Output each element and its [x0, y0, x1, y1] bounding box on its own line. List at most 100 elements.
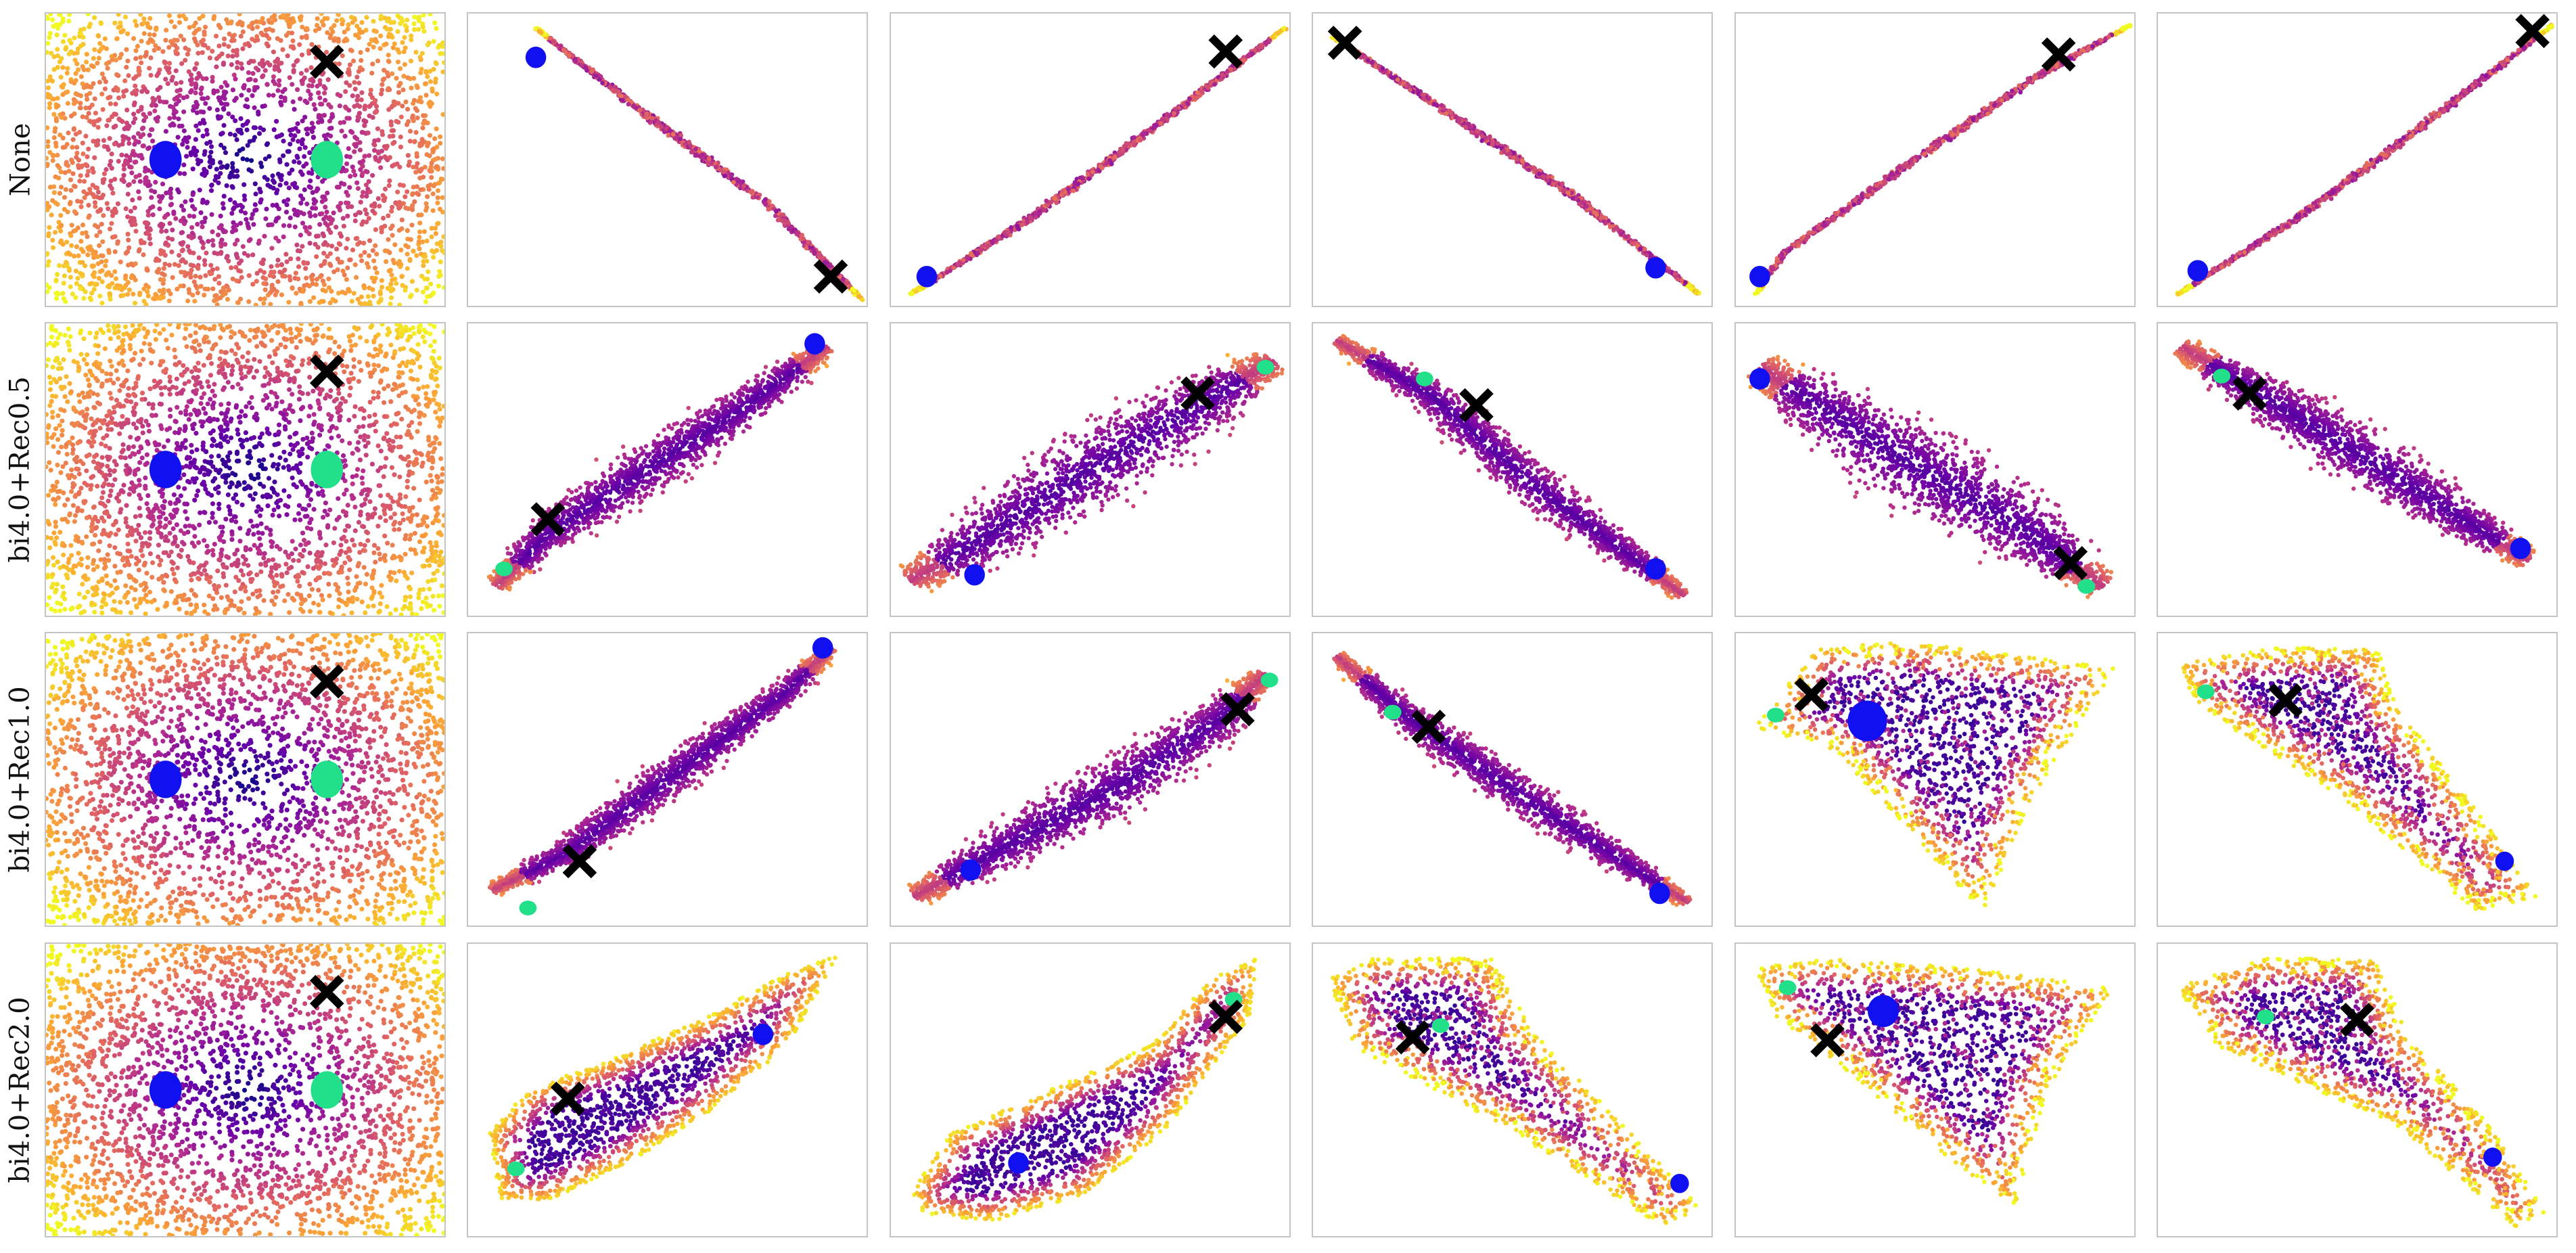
- blue-cluster: [1645, 557, 1666, 580]
- row-label-text: None: [5, 123, 36, 197]
- cross-marker: [1411, 709, 1446, 744]
- scatter-points: [2181, 645, 2538, 911]
- scatter-plot: [907, 669, 1279, 906]
- green-cluster: [310, 760, 344, 798]
- blue-cluster: [149, 760, 182, 798]
- scatter-panel: [467, 322, 868, 617]
- green-cluster: [1766, 708, 1785, 723]
- scatter-panel: [1734, 12, 2136, 307]
- cross-marker: [309, 45, 344, 79]
- scatter-panel: [467, 12, 868, 307]
- scatter-points: [1757, 641, 2115, 907]
- scatter-panel: [467, 632, 868, 927]
- blue-cluster: [1749, 368, 1770, 390]
- cross-marker: [309, 664, 344, 699]
- blue-cluster: [960, 859, 982, 881]
- scatter-points: [2175, 22, 2554, 297]
- cross-marker: [2041, 37, 2076, 72]
- scatter-plot: [525, 26, 865, 302]
- blue-cluster: [1670, 1173, 1689, 1193]
- cross-marker: [2268, 683, 2303, 718]
- scatter-plot: [1331, 956, 1698, 1225]
- cross-marker: [562, 844, 597, 879]
- blue-cluster: [2187, 260, 2209, 282]
- cross-marker: [1220, 692, 1255, 727]
- cross-marker: [1810, 1023, 1845, 1057]
- scatter-points: [908, 26, 1289, 296]
- cross-marker: [1395, 1020, 1430, 1055]
- scatter-points: [46, 944, 444, 1236]
- blue-cluster: [804, 333, 825, 355]
- blue-cluster: [2510, 537, 2531, 560]
- cross-marker: [1208, 34, 1243, 69]
- scatter-plot: [1327, 25, 1701, 296]
- scatter-points: [1746, 355, 2114, 599]
- scatter-panel: [2157, 12, 2558, 307]
- scatter-points: [1332, 334, 1689, 600]
- row-label: bi4.0+Rec2.0: [0, 942, 41, 1237]
- blue-cluster: [1749, 265, 1770, 288]
- scatter-plot: [1332, 334, 1689, 600]
- cross-marker: [1208, 999, 1243, 1034]
- blue-cluster: [964, 564, 985, 586]
- scatter-plot: [1746, 355, 2114, 599]
- scatter-points: [898, 352, 1285, 593]
- scatter-plot: [46, 14, 444, 306]
- green-cluster: [1383, 704, 1402, 720]
- scatter-plot: [2173, 339, 2536, 568]
- scatter-plot: [46, 944, 444, 1236]
- scatter-panel: [467, 942, 868, 1237]
- green-cluster: [1415, 371, 1433, 386]
- cross-marker: [1327, 25, 1362, 60]
- green-cluster: [495, 561, 513, 576]
- cross-marker: [1459, 388, 1494, 423]
- scatter-points: [1332, 650, 1693, 907]
- green-cluster: [2257, 1009, 2274, 1024]
- scatter-points: [2181, 956, 2546, 1229]
- cross-marker: [530, 502, 566, 537]
- scatter-points: [46, 633, 444, 926]
- cross-marker: [813, 259, 848, 294]
- scatter-plot: [2181, 645, 2538, 911]
- scatter-plot: [486, 333, 834, 592]
- scatter-plot: [1332, 650, 1693, 907]
- scatter-plot: [1757, 957, 2110, 1205]
- scatter-panel: [890, 322, 1291, 617]
- green-cluster: [1778, 980, 1797, 995]
- scatter-panel: [45, 12, 446, 307]
- scatter-points: [1752, 22, 2133, 296]
- green-cluster: [1260, 673, 1279, 688]
- scatter-plot: [1749, 22, 2133, 296]
- scatter-panel: [45, 942, 446, 1237]
- scatter-panel: [2157, 322, 2558, 617]
- scatter-points: [46, 14, 444, 306]
- scatter-plot: [912, 957, 1258, 1222]
- row-label-text: bi4.0+Rec0.5: [5, 376, 36, 562]
- blue-cluster: [916, 265, 938, 288]
- scatter-points: [1331, 956, 1698, 1225]
- green-cluster: [2213, 368, 2231, 384]
- scatter-plot: [487, 637, 837, 915]
- scatter-panel: [1312, 12, 1713, 307]
- blue-cluster: [1649, 882, 1670, 905]
- scatter-panel: [1734, 942, 2136, 1237]
- scatter-plot: [46, 323, 444, 616]
- scatter-plot: [908, 26, 1289, 296]
- scatter-points: [2173, 339, 2536, 568]
- scatter-panel: [45, 322, 446, 617]
- blue-cluster: [1645, 256, 1666, 279]
- scatter-plot: [488, 955, 837, 1202]
- scatter-points: [486, 343, 834, 592]
- scatter-panel: [1312, 942, 1713, 1237]
- scatter-points: [488, 955, 837, 1202]
- row-label: bi4.0+Rec0.5: [0, 322, 41, 617]
- green-cluster: [310, 141, 344, 179]
- cross-marker: [309, 975, 344, 1009]
- scatter-points: [46, 323, 444, 616]
- blue-cluster: [752, 1024, 774, 1045]
- blue-cluster: [149, 1071, 182, 1109]
- scatter-points: [912, 957, 1258, 1222]
- blue-cluster: [2483, 1147, 2502, 1167]
- blue-cluster: [812, 637, 833, 659]
